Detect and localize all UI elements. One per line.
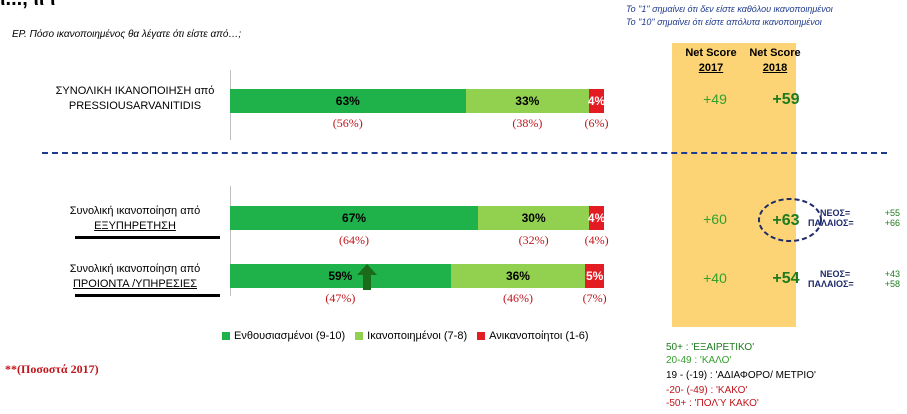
bar-segment-dissatisfied: 4% (587, 89, 606, 113)
split-service: ΝΕΟΣ= +55 ΠΑΛΑΙΟΣ= +66 (808, 208, 900, 228)
previous-year-label-dissatisfied: (4%) (584, 233, 609, 247)
net-score-header-2017: Net Score 2017 (680, 46, 742, 76)
split-products: ΝΕΟΣ= +43 ΠΑΛΑΙΟΣ= +58 (808, 269, 900, 289)
scale-note-max: Το "10" σημαίνει ότι είστε απόλυτα ικανο… (626, 17, 822, 27)
score-key-good: 20-49 : 'ΚΑΛΟ' (666, 355, 732, 366)
axis-line-bottom (230, 186, 231, 296)
row-label-line: ΣΥΝΟΛΙΚΗ ΙΚΑΝΟΠΟΙΗΣΗ από (55, 85, 215, 97)
previous-year-label-satisfied: (32%) (518, 233, 549, 247)
row-label-line: PRESSIOUSARVANITIDIS (68, 100, 202, 112)
split-new-label: ΝΕΟΣ= (820, 269, 851, 279)
bar-segment-enthusiastic: 63% (230, 89, 466, 113)
legend-swatch (222, 332, 230, 340)
net-score-2018-overall: +59 (772, 91, 800, 108)
bar-segment-label: 5% (585, 269, 604, 283)
previous-year-label-satisfied: (38%) (512, 116, 543, 130)
net-score-year-2017: 2017 (698, 62, 724, 74)
bar-segment-label: 59% (328, 269, 353, 283)
split-old-value: +58 (884, 279, 900, 289)
legend-swatch (355, 332, 364, 340)
row-label-line: Συνολική ικανοποίηση από (69, 263, 201, 275)
score-key-excellent: 50+ : 'ΕΞΑΙΡΕΤΙΚΟ' (666, 342, 755, 353)
bar-segment-label: 36% (505, 269, 530, 283)
net-score-header-label: Net Score (749, 47, 801, 59)
legend-label: Ανικανοποίητοι (1-6) (489, 330, 589, 342)
highlight-circle (758, 198, 822, 242)
row-label-overall: ΣΥΝΟΛΙΚΗ ΙΚΑΝΟΠΟΙΗΣΗ από PRESSIOUSARVANI… (40, 84, 230, 114)
net-score-2018-service: +63 (772, 212, 800, 229)
row-label-line: Συνολική ικανοποίηση από (69, 205, 201, 217)
split-new-value: +55 (884, 208, 900, 218)
row-label-line: ΕΞΥΠΗΡΕΤΗΣΗ (94, 220, 176, 232)
net-score-year-2018: 2018 (762, 62, 788, 74)
previous-year-label-enthusiastic: (56%) (332, 116, 363, 130)
bar-segment-dissatisfied: 4% (587, 206, 606, 230)
row-label-service: Συνολική ικανοποίηση από ΕΞΥΠΗΡΕΤΗΣΗ (40, 204, 230, 234)
up-arrow-icon (357, 264, 377, 290)
bar-segment-satisfied: 33% (465, 89, 590, 113)
split-old-label: ΠΑΛΑΙΟΣ= (808, 279, 854, 289)
stacked-bar-products: 59% 36% 5% (230, 264, 604, 288)
stacked-bar-service: 67% 30% 4% (230, 206, 606, 230)
net-score-2017-overall: +49 (703, 91, 727, 107)
footnote-2017: **(Ποσοστά 2017) (5, 362, 99, 376)
previous-year-label-enthusiastic: (64%) (339, 233, 370, 247)
question-text: ΕΡ. Πόσο ικανοποιημένος θα λέγατε ότι εί… (12, 29, 242, 40)
legend-item-dissatisfied: Ανικανοποίητοι (1-6) (477, 330, 589, 342)
split-new-label: ΝΕΟΣ= (820, 208, 851, 218)
stacked-bar-overall: 63% 33% 4% (230, 89, 606, 113)
chart-legend: Ενθουσιασμένοι (9-10) Ικανοποιημένοι (7-… (222, 330, 589, 342)
previous-year-label-dissatisfied: (7%) (582, 291, 607, 305)
legend-label: Ικανοποιημένοι (7-8) (367, 330, 468, 342)
bar-segment-label: 67% (342, 211, 367, 225)
previous-year-label-enthusiastic: (47%) (325, 291, 356, 305)
row-label-products: Συνολική ικανοποίηση από ΠΡΟΙΟΝΤΑ /ΥΠΗΡΕ… (40, 262, 230, 292)
net-score-2018-products: +54 (772, 270, 800, 287)
net-score-2017-service: +60 (703, 211, 727, 227)
bar-segment-satisfied: 36% (450, 264, 586, 288)
split-old-value: +66 (884, 218, 900, 228)
legend-item-enthusiastic: Ενθουσιασμένοι (9-10) (222, 330, 345, 342)
score-key-neutral: 19 - (-19) : 'ΑΔΙΑΦΟΡΟ/ ΜΕΤΡΙΟ' (666, 370, 816, 381)
score-key-very-bad: -50+ : 'ΠΟΛΎ ΚΑΚΟ' (666, 398, 759, 409)
split-old-label: ΠΑΛΑΙΟΣ= (808, 218, 854, 228)
previous-year-label-satisfied: (46%) (502, 291, 533, 305)
bar-segment-label: 30% (521, 211, 546, 225)
net-score-panel (672, 43, 796, 327)
scale-note-min: Το "1" σημαίνει ότι δεν είστε καθόλου ικ… (626, 4, 833, 14)
section-divider (42, 152, 887, 154)
bar-segment-enthusiastic: 67% (230, 206, 479, 230)
row-label-underline (75, 236, 220, 239)
bar-segment-label: 4% (587, 94, 606, 108)
bar-segment-satisfied: 30% (478, 206, 590, 230)
bar-segment-label: 4% (587, 211, 606, 225)
legend-swatch (477, 332, 486, 340)
legend-label: Ενθουσιασμένοι (9-10) (234, 330, 346, 342)
score-key-bad: -20- (-49) : 'ΚΑΚΟ' (666, 385, 748, 396)
bar-segment-enthusiastic: 59% (230, 264, 451, 288)
net-score-2017-products: +40 (703, 270, 727, 286)
row-label-underline (75, 294, 220, 297)
bar-segment-label: 33% (515, 94, 540, 108)
bar-segment-dissatisfied: 5% (585, 264, 604, 288)
slide-title-fragment: ι..., ιι ι (0, 0, 56, 11)
net-score-header-label: Net Score (685, 47, 737, 59)
net-score-header-2018: Net Score 2018 (744, 46, 806, 76)
bar-segment-label: 63% (335, 94, 360, 108)
legend-item-satisfied: Ικανοποιημένοι (7-8) (355, 330, 467, 342)
row-label-line: ΠΡΟΙΟΝΤΑ /ΥΠΗΡΕΣΙΕΣ (72, 278, 198, 290)
previous-year-label-dissatisfied: (6%) (584, 116, 609, 130)
split-new-value: +43 (884, 269, 900, 279)
